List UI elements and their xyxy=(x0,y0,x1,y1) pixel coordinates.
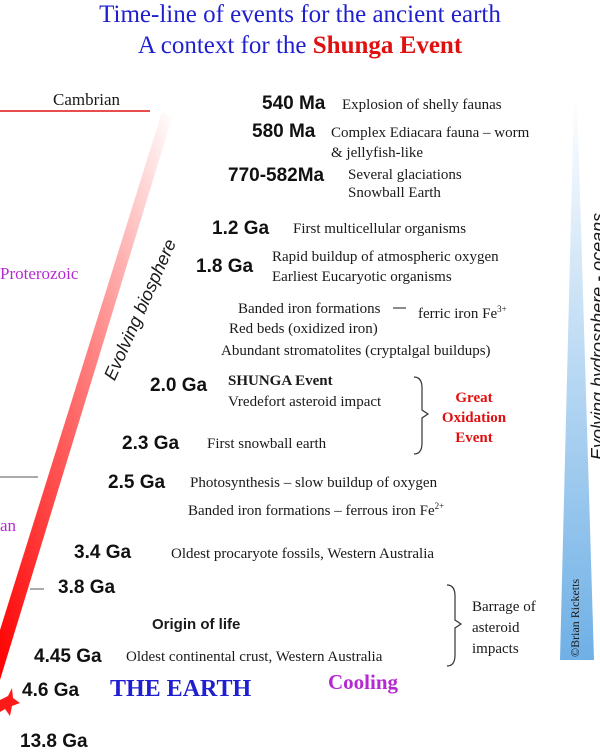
iron-line-2: Red beds (oxidized iron) xyxy=(229,321,378,337)
age-3-8ga: 3.8 Ga xyxy=(58,577,116,598)
barrage-line-2: asteroid xyxy=(472,620,520,636)
big-bang-star-icon xyxy=(0,688,20,716)
age-4-6ga: 4.6 Ga xyxy=(22,680,80,701)
desc-1-2ga: First multicellular organisms xyxy=(293,221,467,237)
goe-line-2: Oxidation xyxy=(441,410,507,426)
great-oxidation-bracket xyxy=(413,376,430,455)
desc-shunga-event: SHUNGA Event xyxy=(228,373,333,389)
desc-4-45ga: Oldest continental crust, Western Austra… xyxy=(126,649,383,665)
age-1-8ga: 1.8 Ga xyxy=(196,256,254,277)
desc-vredefort: Vredefort asteroid impact xyxy=(228,394,382,410)
age-770ma: 770-582Ma xyxy=(228,165,325,186)
desc-770ma-2: Snowball Earth xyxy=(348,185,441,201)
desc-2-5ga-1: Photosynthesis – slow buildup of oxygen xyxy=(190,475,438,491)
title-line-2: A context for the Shunga Event xyxy=(0,31,600,61)
biosphere-wedge xyxy=(0,112,172,680)
age-13-8ga: 13.8 Ga xyxy=(20,731,88,752)
era-archean: an xyxy=(0,516,17,535)
age-580ma: 580 Ma xyxy=(252,121,316,142)
hydrosphere-wedge xyxy=(560,95,594,660)
barrage-line-3: impacts xyxy=(472,641,519,657)
copyright-label: ©Brian Ricketts xyxy=(568,578,582,657)
ferrous-iron-sup: 2+ xyxy=(434,501,445,511)
era-proterozoic: Proterozoic xyxy=(0,264,79,283)
barrage-bracket xyxy=(446,584,463,667)
age-1-2ga: 1.2 Ga xyxy=(212,218,270,239)
age-2-0ga: 2.0 Ga xyxy=(150,375,208,396)
iron-line-1b: ferric iron Fe3+ xyxy=(418,300,507,324)
origin-of-life-label: Origin of life xyxy=(152,616,241,633)
desc-580ma-2: & jellyfish-like xyxy=(331,145,424,161)
iron-line-1: Banded iron formations xyxy=(238,301,381,317)
title-highlight: Shunga Event xyxy=(312,32,463,59)
desc-580ma-1: Complex Ediacara fauna – worm xyxy=(331,125,530,141)
ferric-iron-text: ferric iron Fe xyxy=(418,306,498,322)
great-oxidation-label: Great Oxidation Event xyxy=(434,388,514,448)
desc-1-8ga-2: Earliest Eucaryotic organisms xyxy=(272,269,452,285)
desc-540ma: Explosion of shelly faunas xyxy=(342,97,502,113)
barrage-line-1: Barrage of xyxy=(472,599,536,615)
age-2-5ga: 2.5 Ga xyxy=(108,472,166,493)
age-4-45ga: 4.45 Ga xyxy=(34,646,102,667)
title-prefix: A context for the xyxy=(137,32,313,59)
ferrous-iron-text: Banded iron formations – ferrous iron Fe xyxy=(188,503,435,519)
goe-line-1: Great xyxy=(455,390,493,406)
desc-3-4ga: Oldest procaryote fossils, Western Austr… xyxy=(171,546,435,562)
cooling-label: Cooling xyxy=(328,670,399,694)
goe-line-3: Event xyxy=(455,430,493,446)
desc-2-3ga: First snowball earth xyxy=(207,436,327,452)
iron-line-3: Abundant stromatolites (cryptalgal build… xyxy=(221,343,491,359)
evolving-hydrosphere-label: Evolving hydrosphere - oceans xyxy=(588,212,600,460)
ferric-iron-sup: 3+ xyxy=(497,304,507,314)
age-3-4ga: 3.4 Ga xyxy=(74,542,132,563)
title-line-1: Time-line of events for the ancient eart… xyxy=(99,1,501,28)
desc-2-5ga-2: Banded iron formations – ferrous iron Fe… xyxy=(188,497,444,521)
era-cambrian: Cambrian xyxy=(53,90,121,109)
desc-1-8ga-1: Rapid buildup of atmospheric oxygen xyxy=(272,249,499,265)
age-2-3ga: 2.3 Ga xyxy=(122,433,180,454)
the-earth-label: THE EARTH xyxy=(110,676,252,702)
desc-770ma-1: Several glaciations xyxy=(348,167,462,183)
barrage-label: Barrage of asteroid impacts xyxy=(472,597,536,660)
age-540ma: 540 Ma xyxy=(262,93,326,114)
